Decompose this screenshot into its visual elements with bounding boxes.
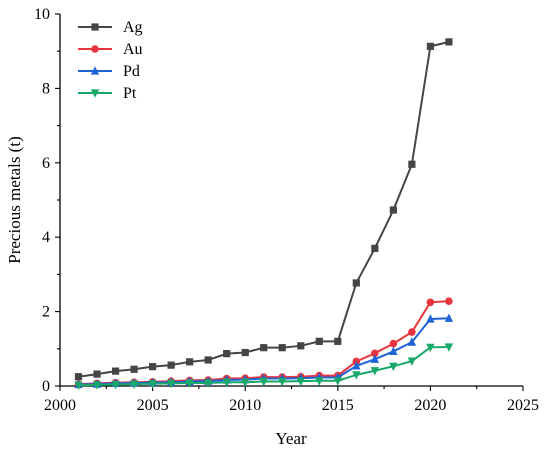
data-point — [445, 297, 453, 305]
data-point — [389, 346, 398, 356]
data-point — [241, 378, 250, 388]
legend-label: Au — [123, 41, 143, 58]
y-ticks: 0 2 4 6 8 10 — [34, 6, 60, 395]
data-point — [389, 362, 398, 372]
legend-item-pt: Pt — [78, 85, 137, 102]
x-tick-label: 2000 — [44, 397, 76, 414]
data-point — [334, 337, 342, 345]
legend-marker — [91, 23, 99, 31]
y-axis-title: Precious metals (t) — [5, 136, 24, 263]
data-point — [389, 339, 398, 348]
legend-label: Ag — [123, 19, 143, 36]
series-layer — [74, 38, 454, 391]
x-ticks: 2000 2005 2010 2015 2020 2025 — [44, 386, 539, 414]
data-point — [371, 244, 379, 252]
data-point — [445, 38, 453, 46]
data-point — [148, 380, 157, 389]
x-tick-label: 2005 — [137, 397, 169, 414]
data-point — [352, 279, 360, 287]
y-tick-label: 8 — [42, 80, 50, 97]
legend-marker — [91, 45, 99, 53]
data-point — [426, 298, 435, 307]
x-tick-label: 2025 — [507, 397, 539, 414]
plot-area: 2000 2005 2010 2015 2020 2025 0 2 4 6 8 10 — [34, 6, 539, 414]
data-point — [129, 380, 139, 389]
data-point — [111, 380, 120, 390]
legend: Ag Au Pd Pt — [78, 19, 143, 102]
data-point — [185, 379, 194, 388]
data-point — [352, 361, 361, 370]
data-point — [352, 371, 361, 380]
series-pt — [74, 343, 454, 391]
data-point — [204, 356, 212, 364]
data-point — [241, 348, 249, 357]
data-point — [370, 354, 380, 363]
data-point — [389, 206, 397, 214]
y-tick-label: 10 — [34, 6, 50, 23]
data-point — [408, 160, 416, 168]
legend-label: Pd — [123, 63, 140, 80]
legend-label: Pt — [123, 85, 137, 102]
data-point — [370, 367, 380, 376]
x-tick-label: 2010 — [229, 397, 261, 414]
series-ag — [74, 38, 453, 381]
data-point — [278, 377, 287, 387]
data-point — [130, 365, 138, 373]
data-point — [74, 381, 83, 391]
data-point — [444, 313, 454, 322]
legend-item-au: Au — [78, 41, 143, 58]
data-point — [408, 328, 416, 336]
data-point — [74, 373, 83, 381]
x-tick-label: 2020 — [414, 397, 446, 414]
data-point — [223, 350, 231, 358]
data-point — [92, 381, 102, 390]
data-point — [315, 337, 323, 345]
data-point — [260, 344, 268, 352]
data-point — [203, 379, 213, 388]
legend-marker — [90, 89, 100, 98]
y-tick-label: 6 — [42, 155, 50, 172]
data-point — [407, 337, 417, 346]
data-point — [297, 342, 305, 350]
data-point — [278, 344, 286, 352]
legend-item-ag: Ag — [78, 19, 143, 36]
data-point — [259, 377, 268, 387]
data-point — [371, 349, 379, 358]
y-tick-label: 2 — [42, 304, 50, 321]
data-point — [426, 314, 435, 323]
legend-item-pd: Pd — [78, 63, 140, 80]
data-point — [315, 377, 324, 386]
data-point — [149, 363, 157, 371]
data-point — [444, 343, 454, 352]
data-point — [333, 377, 342, 386]
data-point — [166, 379, 176, 389]
y-tick-label: 4 — [42, 229, 50, 246]
x-axis-title: Year — [275, 429, 307, 448]
data-point — [296, 377, 305, 386]
data-point — [167, 361, 175, 369]
data-point — [426, 343, 435, 353]
data-point — [111, 367, 120, 375]
data-point — [407, 357, 417, 366]
data-point — [222, 378, 231, 388]
legend-marker — [90, 66, 100, 75]
data-point — [93, 370, 101, 378]
data-point — [426, 42, 434, 50]
y-tick-label: 0 — [42, 378, 50, 395]
data-point — [186, 358, 194, 366]
x-tick-label: 2015 — [322, 397, 354, 414]
